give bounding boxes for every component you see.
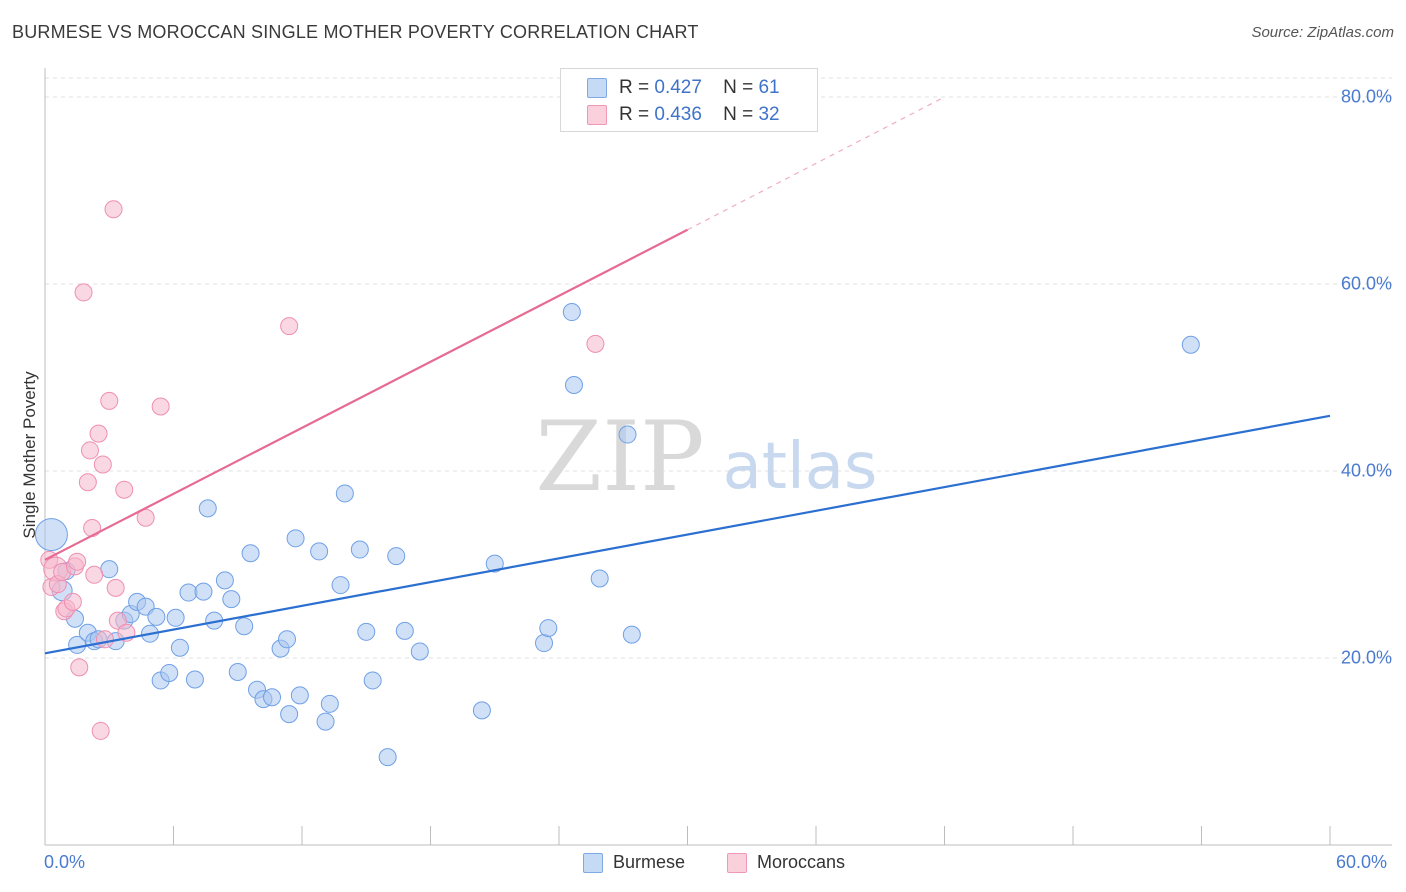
burmese-point	[472, 701, 491, 720]
moroccan-point	[83, 519, 102, 538]
burmese-point	[310, 542, 329, 561]
burmese-point	[235, 617, 254, 636]
burmese-point	[335, 484, 354, 503]
burmese-point	[241, 544, 260, 563]
bottom-legend-label-moroccans: Moroccans	[757, 852, 846, 872]
burmese-point	[286, 529, 305, 548]
burmese-point	[228, 663, 247, 682]
gridlines	[45, 77, 1392, 659]
moroccan-point	[586, 334, 605, 353]
moroccan-point	[89, 424, 108, 443]
moroccan-points	[40, 200, 605, 740]
burmese-point	[147, 607, 166, 626]
legend-r-value-burmese: 0.427	[654, 77, 702, 98]
legend-n-value-moroccans: 32	[758, 104, 780, 125]
moroccan-point	[106, 578, 125, 597]
moroccan-point	[108, 611, 127, 630]
moroccan-point	[74, 283, 93, 302]
legend-swatch-moroccans	[587, 105, 607, 125]
burmese-point	[357, 622, 376, 641]
axes	[44, 68, 1392, 846]
moroccan-point	[70, 658, 89, 677]
burmese-point	[166, 608, 185, 627]
y-tick-label: 60.0%	[1340, 273, 1392, 294]
moroccan-point	[280, 317, 299, 336]
burmese-point	[590, 569, 609, 588]
legend-n-label: N =	[723, 104, 754, 125]
y-tick-label: 40.0%	[1340, 460, 1392, 481]
burmese-point	[290, 686, 309, 705]
burmese-point	[215, 571, 234, 590]
burmese-point	[278, 630, 297, 649]
y-tick-label: 20.0%	[1340, 647, 1392, 668]
bottom-legend-swatch-burmese	[583, 853, 603, 873]
burmese-point	[535, 634, 554, 653]
moroccan-point	[115, 480, 134, 499]
burmese-point	[194, 582, 213, 601]
burmese-point	[562, 303, 581, 322]
moroccan-point	[78, 473, 97, 492]
burmese-point	[280, 705, 299, 724]
moroccan-point	[104, 200, 123, 219]
legend-n-value-burmese: 61	[758, 77, 780, 98]
burmese-point	[1181, 335, 1200, 354]
burmese-trend-line	[44, 414, 1331, 655]
legend-n-label: N =	[723, 77, 754, 98]
x-tick-min: 0.0%	[44, 852, 86, 872]
moroccan-trend-extension	[687, 96, 945, 231]
burmese-point	[387, 547, 406, 566]
legend-r-label: R =	[619, 77, 650, 98]
burmese-point	[316, 712, 335, 731]
moroccan-point	[63, 592, 82, 611]
burmese-point	[34, 518, 68, 552]
chart-title: BURMESE VS MOROCCAN SINGLE MOTHER POVERT…	[12, 22, 699, 42]
moroccan-point	[95, 630, 114, 649]
legend-swatch-burmese	[587, 78, 607, 98]
moroccan-point	[91, 721, 110, 740]
burmese-point	[618, 425, 637, 444]
y-tick-label: 80.0%	[1340, 86, 1392, 107]
burmese-point	[263, 688, 282, 707]
burmese-point	[185, 670, 204, 689]
burmese-point	[564, 375, 583, 394]
watermark-atlas: atlas	[723, 430, 878, 504]
moroccan-point	[68, 552, 87, 571]
burmese-point	[350, 540, 369, 559]
burmese-point	[485, 554, 504, 573]
burmese-points	[34, 303, 1200, 767]
source-credit: Source: ZipAtlas.com	[1251, 24, 1394, 41]
watermark-zip: ZIP	[535, 401, 704, 513]
moroccan-point	[85, 565, 104, 584]
moroccan-trend-line	[44, 228, 689, 561]
trend-lines	[44, 96, 1331, 655]
moroccan-point	[151, 397, 170, 416]
x-tick-max: 60.0%	[1336, 852, 1388, 872]
burmese-point	[222, 590, 241, 609]
burmese-point	[363, 671, 382, 690]
burmese-point	[160, 663, 179, 682]
burmese-point	[179, 583, 198, 602]
legend: R = 0.427 N = 61 R = 0.436 N = 32	[560, 68, 818, 132]
burmese-point	[100, 560, 119, 579]
burmese-point	[410, 642, 429, 661]
burmese-point	[539, 619, 558, 638]
burmese-point	[622, 625, 641, 644]
legend-r-label: R =	[619, 104, 650, 125]
burmese-point	[395, 621, 414, 640]
moroccan-point	[100, 391, 119, 410]
watermark: ZIP atlas	[535, 401, 877, 513]
bottom-legend-label-burmese: Burmese	[613, 852, 686, 872]
legend-r-value-moroccans: 0.436	[654, 104, 702, 125]
burmese-point	[331, 576, 350, 595]
burmese-point	[378, 748, 397, 767]
burmese-point	[198, 499, 217, 518]
burmese-point	[320, 694, 339, 713]
bottom-legend-swatch-moroccans	[727, 853, 747, 873]
moroccan-point	[93, 455, 112, 474]
burmese-point	[170, 638, 189, 657]
moroccan-point	[80, 441, 99, 460]
